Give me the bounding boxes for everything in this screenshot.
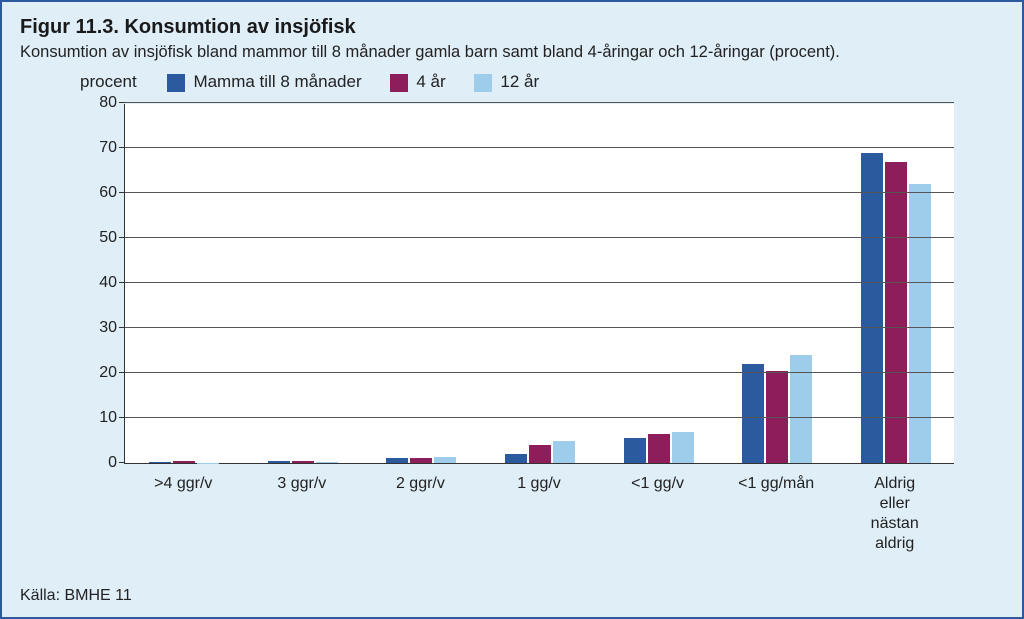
figure-source: Källa: BMHE 11 <box>20 587 132 605</box>
gridline <box>125 282 954 283</box>
x-tick-label: 2 ggr/v <box>396 474 445 494</box>
legend-item-0: Mamma till 8 månader <box>167 72 362 92</box>
bar <box>648 434 670 463</box>
legend-label-2: 12 år <box>500 72 539 91</box>
legend-swatch-2 <box>474 74 492 92</box>
figure-title: Figur 11.3. Konsumtion av insjöfisk <box>20 16 1004 39</box>
bar <box>553 441 575 464</box>
gridline <box>125 102 954 103</box>
legend-swatch-0 <box>167 74 185 92</box>
y-tick-label: 0 <box>81 454 117 472</box>
bar <box>505 454 527 463</box>
bar <box>529 445 551 463</box>
legend-label-0: Mamma till 8 månader <box>193 72 361 91</box>
x-axis-labels: >4 ggr/v 3 ggr/v 2 ggr/v 1 gg/v <1 gg/v <1 gg… <box>124 468 954 528</box>
y-tick-label: 40 <box>81 274 117 292</box>
legend-item-2: 12 år <box>474 72 539 92</box>
figure-subtitle: Konsumtion av insjöfisk bland mammor til… <box>20 43 1004 62</box>
x-tick-label: Aldrig eller nästan aldrig <box>865 474 924 554</box>
bar <box>268 461 290 463</box>
legend: procent Mamma till 8 månader 4 år 12 år <box>80 72 557 92</box>
gridline <box>125 417 954 418</box>
y-tick-label: 80 <box>81 94 117 112</box>
y-tick-label: 60 <box>81 184 117 202</box>
legend-label-1: 4 år <box>416 72 445 91</box>
gridline <box>125 372 954 373</box>
bars-layer <box>125 104 954 463</box>
y-tick-mark <box>119 102 125 103</box>
y-axis-title: procent <box>80 72 137 92</box>
y-tick-mark <box>119 237 125 238</box>
bar <box>316 462 338 463</box>
y-tick-mark <box>119 327 125 328</box>
y-tick-label: 20 <box>81 364 117 382</box>
y-tick-label: 10 <box>81 409 117 427</box>
bar <box>149 462 171 463</box>
figure-panel: Figur 11.3. Konsumtion av insjöfisk Kons… <box>0 0 1024 619</box>
y-tick-mark <box>119 192 125 193</box>
gridline <box>125 192 954 193</box>
legend-swatch-1 <box>390 74 408 92</box>
bar <box>434 457 456 463</box>
y-tick-mark <box>119 462 125 463</box>
y-tick-label: 70 <box>81 139 117 157</box>
y-tick-label: 50 <box>81 229 117 247</box>
bar <box>410 458 432 463</box>
y-tick-label: 30 <box>81 319 117 337</box>
bar <box>173 461 195 463</box>
x-tick-label: <1 gg/mån <box>738 474 814 494</box>
x-tick-label: 1 gg/v <box>517 474 561 494</box>
x-tick-label: 3 ggr/v <box>277 474 326 494</box>
bar <box>386 458 408 463</box>
bar <box>672 432 694 464</box>
gridline <box>125 237 954 238</box>
legend-item-1: 4 år <box>390 72 446 92</box>
bar <box>742 364 764 463</box>
bar <box>909 184 931 463</box>
gridline <box>125 327 954 328</box>
bar <box>624 438 646 463</box>
y-tick-mark <box>119 372 125 373</box>
plot-region: 01020304050607080 <box>124 104 954 464</box>
bar <box>292 461 314 463</box>
y-tick-mark <box>119 417 125 418</box>
y-tick-mark <box>119 147 125 148</box>
gridline <box>125 147 954 148</box>
chart-area: procent Mamma till 8 månader 4 år 12 år … <box>80 72 980 542</box>
y-tick-mark <box>119 282 125 283</box>
x-tick-label: >4 ggr/v <box>154 474 212 494</box>
x-tick-label: <1 gg/v <box>631 474 684 494</box>
